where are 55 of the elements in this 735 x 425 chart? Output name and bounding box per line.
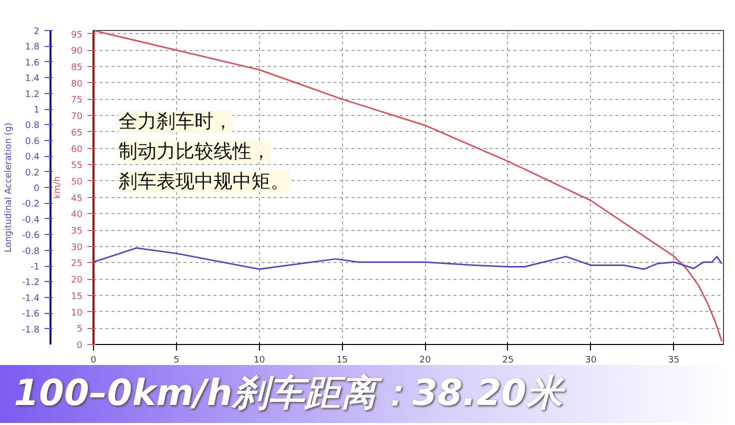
y2-tick-label: 2 [34,27,40,37]
y2-tick-label: 1.4 [25,74,40,84]
y2-tick-label: 0.4 [25,152,40,163]
x-tick-label: 15 [336,356,348,366]
y-tick-label: 85 [71,62,82,73]
x-tick-label: 0 [90,356,97,366]
annotation: 全力刹车时， [118,110,232,132]
y2-axis-title: Longitudinal Acceleration (g) [4,122,14,252]
y-tick-label: 30 [71,242,83,253]
y-tick-label: 0 [76,341,83,351]
y-tick-label: 75 [71,96,82,106]
y2-tick-label: -1.4 [22,294,40,304]
y-tick-label: 80 [71,79,83,90]
y-axis-title: km/h [53,176,64,199]
y-tick-label: 40 [71,210,83,220]
x-tick-label: 30 [585,356,597,366]
annotation: 刹车表现中规中矩。 [118,170,290,192]
y2-tick-label: 1.6 [25,58,40,68]
y2-tick-label: -0.4 [22,215,40,226]
y2-tick-label: 0.2 [25,168,40,178]
y2-tick-label: -1.8 [22,325,40,336]
y-tick-label: 65 [71,128,82,138]
y2-tick-label: -1 [30,262,40,272]
y-tick-label: 60 [71,144,83,155]
y-tick-label: 5 [76,324,83,335]
y2-tick-label: 0.6 [25,136,40,147]
y-tick-label: 70 [71,112,83,122]
y-tick-label: 95 [71,30,82,40]
text: 100–0km/h刹车距离：38.20米 [0,365,735,423]
y-tick-label: 35 [71,226,82,237]
y-tick-label: 20 [71,276,83,286]
y2-tick-label: 0 [34,184,40,194]
x-tick-label: 35 [668,356,680,366]
y2-tick-label: -0.8 [22,246,40,257]
annotation: 制动力比较线性， [118,140,270,162]
line-series [94,247,723,270]
y-tick-label: 55 [71,161,82,172]
y-tick-label: 50 [71,177,83,188]
x-tick-label: 20 [419,356,432,366]
y2-tick-label: 1.2 [25,90,40,100]
y2-tick-label: 1.8 [25,42,40,53]
y-tick-label: 15 [71,292,82,302]
x-tick-label: 5 [174,356,180,366]
y2-tick-label: -0.6 [22,231,40,242]
y2-tick-label: -1.2 [22,278,40,288]
y2-tick-label: 1 [34,106,40,116]
y-tick-label: 90 [71,46,83,57]
y-tick-label: 25 [71,259,82,270]
y-tick-label: 45 [71,194,82,204]
x-tick-label: 25 [502,356,514,366]
y2-tick-label: -1.6 [22,310,40,320]
y2-tick-label: 0.8 [25,121,40,132]
y2-tick-label: -0.2 [22,200,40,210]
x-tick-label: 10 [254,356,266,366]
y-tick-label: 10 [71,308,83,318]
